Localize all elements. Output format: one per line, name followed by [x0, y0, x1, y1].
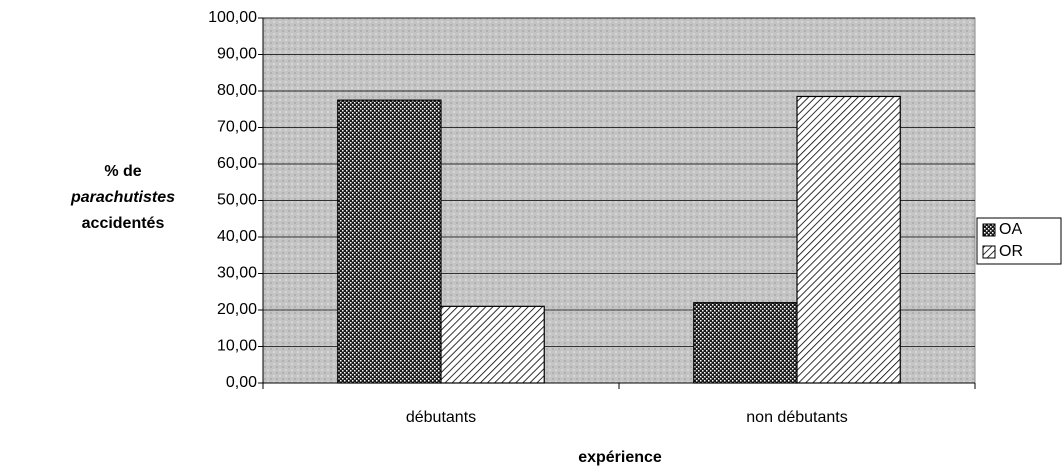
y-tick-label: 10,00 — [217, 338, 257, 355]
bar — [693, 302, 798, 384]
y-tick-label: 90,00 — [217, 46, 257, 63]
y-axis-label: % de — [104, 163, 141, 180]
y-tick-label: 20,00 — [217, 301, 257, 318]
y-axis-label: parachutistes — [70, 189, 175, 206]
y-tick-label: 0,00 — [226, 374, 257, 391]
y-tick-label: 80,00 — [217, 82, 257, 99]
y-tick-label: 40,00 — [217, 228, 257, 245]
bar — [796, 95, 901, 384]
legend-label: OR — [999, 243, 1023, 260]
y-tick-label: 30,00 — [217, 265, 257, 282]
bar — [440, 305, 545, 384]
legend-swatch — [982, 223, 996, 237]
bar — [337, 99, 442, 384]
x-tick-label: non débutants — [746, 409, 847, 426]
y-tick-label: 60,00 — [217, 155, 257, 172]
y-tick-label: 50,00 — [217, 192, 257, 209]
x-axis-label: expérience — [578, 449, 662, 466]
legend-label: OA — [999, 221, 1022, 238]
legend-swatch — [982, 245, 996, 259]
y-tick-label: 100,00 — [208, 9, 257, 26]
x-tick-label: débutants — [406, 409, 476, 426]
y-tick-label: 70,00 — [217, 119, 257, 136]
y-axis-label: accidentés — [82, 215, 165, 232]
